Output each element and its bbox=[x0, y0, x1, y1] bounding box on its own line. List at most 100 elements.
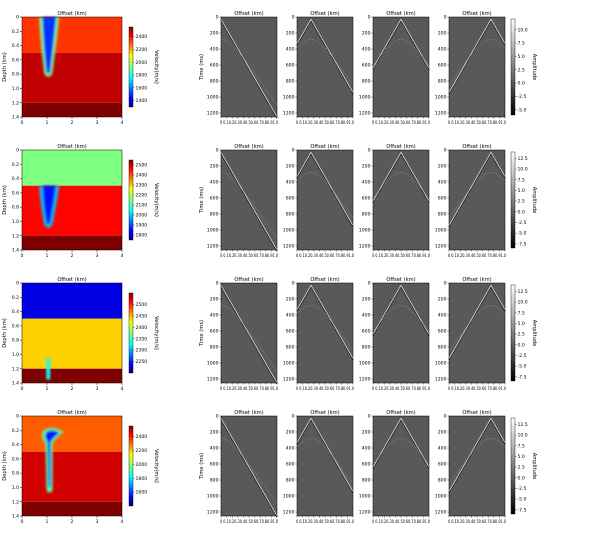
velocity-xtick-label: 4 bbox=[121, 386, 124, 392]
shot-ytick-label: 400 bbox=[438, 313, 447, 319]
shot-ytick-label: 400 bbox=[362, 47, 371, 53]
shot-gather-panel-2: Offset (km) 0 0.10.20.30.40.50.60.70.80.9… bbox=[359, 277, 430, 392]
shot-ytick-label: 800 bbox=[438, 478, 447, 484]
shot-ytick-label: 1000 bbox=[283, 95, 295, 101]
amplitude-colorbar bbox=[510, 417, 516, 515]
shot-ytick-label: 0 bbox=[292, 15, 295, 21]
velocity-colorbar-label: Velocity(m/s) bbox=[153, 449, 159, 483]
shot-panel-background bbox=[297, 416, 353, 516]
shot-ytick-label: 600 bbox=[210, 196, 219, 202]
shot-gather-panel-1: Offset (km) 0 0.10.20.30.40.50.60.70.80.9… bbox=[283, 11, 354, 126]
shot-panel-background bbox=[373, 150, 429, 250]
wavefront-reflection bbox=[220, 172, 278, 239]
shot-ytick-label: 400 bbox=[210, 313, 219, 319]
shot-ytick-label: 0 bbox=[292, 148, 295, 154]
shot-panel-title: Offset (km) bbox=[386, 144, 415, 150]
velocity-anomaly bbox=[46, 358, 51, 380]
shot-ytick-label: 1000 bbox=[283, 494, 295, 500]
amplitude-colorbar-tick-label: -5.0 bbox=[518, 107, 527, 113]
velocity-colorbar-tick-label: 2100 bbox=[136, 203, 148, 209]
shot-gathers-row-2: Offset (km) 0 0.10.20.30.40.50.60.70.80.9… bbox=[199, 277, 537, 392]
velocity-xtick-label: 4 bbox=[121, 120, 124, 126]
velocity-colorbar-tick-label: 2000 bbox=[136, 60, 148, 66]
velocity-ytick-label: 1.2 bbox=[12, 233, 19, 239]
velocity-ytick-label: 0.4 bbox=[12, 176, 19, 182]
shot-ytick-label: 0 bbox=[444, 15, 447, 21]
amplitude-colorbar-tick-label: -2.5 bbox=[518, 486, 527, 492]
shot-panel-title: Offset (km) bbox=[234, 144, 263, 150]
shot-panel-title: Offset (km) bbox=[462, 144, 491, 150]
shot-ytick-label: 0 bbox=[216, 414, 219, 420]
shot-ytick-label: 600 bbox=[438, 196, 447, 202]
amplitude-colorbar-tick-label: 5.0 bbox=[518, 188, 525, 194]
wavefront-direct bbox=[372, 18, 430, 69]
velocity-xtick-label: 3 bbox=[96, 253, 99, 259]
shot-gather-panel-1: Offset (km) 0 0.10.20.30.40.50.60.70.80.9… bbox=[283, 144, 354, 259]
amplitude-colorbar bbox=[510, 18, 516, 116]
velocity-xtick-label: 1 bbox=[46, 253, 49, 259]
shot-ytick-label: 1200 bbox=[207, 244, 219, 250]
shot-ytick-label: 0 bbox=[216, 15, 219, 21]
amplitude-colorbar-label: Amplitude bbox=[531, 320, 537, 347]
velocity-xtick-label: 2 bbox=[71, 386, 74, 392]
amplitude-colorbar-tick-label: 2.5 bbox=[518, 67, 525, 73]
shot-xtick-labels: 0 0.10.20.30.40.50.60.70.80.91.0 bbox=[220, 519, 278, 525]
velocity-ytick-label: 1.2 bbox=[12, 100, 19, 106]
velocity-colorbar bbox=[128, 292, 134, 374]
velocity-ytick-label: 0.6 bbox=[12, 456, 19, 462]
shot-ytick-label: 400 bbox=[286, 313, 295, 319]
shot-ytick-label: 800 bbox=[210, 478, 219, 484]
shot-ytick-label: 800 bbox=[286, 79, 295, 85]
shot-gather-panel-3: Offset (km) 0 0.10.20.30.40.50.60.70.80.9… bbox=[435, 11, 506, 126]
velocity-ytick-label: 1.4 bbox=[12, 514, 19, 520]
shot-ytick-label: 200 bbox=[438, 297, 447, 303]
wavefront-shadow bbox=[220, 419, 278, 518]
amplitude-colorbar-tick-label: 5.0 bbox=[518, 454, 525, 460]
shot-ytick-label: 200 bbox=[210, 297, 219, 303]
shot-xtick-labels: 0 0.10.20.30.40.50.60.70.80.91.0 bbox=[220, 386, 278, 392]
velocity-colorbar-tick-label: 2300 bbox=[136, 183, 148, 189]
shot-xtick-labels: 0 0.10.20.30.40.50.60.70.80.91.0 bbox=[296, 120, 354, 126]
velocity-colorbar-tick-label: 2400 bbox=[136, 434, 148, 440]
shot-ytick-label: 1000 bbox=[359, 361, 371, 367]
velocity-ytick-label: 0.8 bbox=[12, 338, 19, 344]
shot-ytick-label: 200 bbox=[438, 430, 447, 436]
wavefront-direct bbox=[372, 151, 430, 202]
shot-ytick-label: 1200 bbox=[435, 377, 447, 383]
velocity-ytick-label: 0.8 bbox=[12, 72, 19, 78]
amplitude-colorbar-tick-label: -7.5 bbox=[518, 374, 527, 380]
velocity-ytick-label: 0.4 bbox=[12, 442, 19, 448]
wavefront-direct bbox=[220, 285, 278, 384]
velocity-colorbar-tick-label: 1800 bbox=[136, 476, 148, 482]
shot-ytick-label: 400 bbox=[286, 47, 295, 53]
shot-ytick-label: 1000 bbox=[207, 95, 219, 101]
shot-panel-title: Offset (km) bbox=[234, 277, 263, 283]
velocity-xtick-label: 4 bbox=[121, 519, 124, 525]
shot-panel-title: Offset (km) bbox=[386, 277, 415, 283]
shot-ytick-label: 1000 bbox=[435, 95, 447, 101]
shot-ytick-label: 1200 bbox=[359, 111, 371, 117]
velocity-ytick-label: 1.0 bbox=[12, 352, 19, 358]
velocity-layer-2 bbox=[22, 102, 122, 117]
shot-ytick-label: 600 bbox=[286, 462, 295, 468]
shot-panel-title: Offset (km) bbox=[234, 410, 263, 416]
velocity-xtick-label: 0 bbox=[21, 253, 24, 259]
shot-xtick-labels: 0 0.10.20.30.40.50.60.70.80.91.0 bbox=[448, 120, 506, 126]
shot-gather-panel-0: Offset (km) 0 0.10.20.30.40.50.60.70.80.9… bbox=[199, 410, 278, 525]
velocity-ytick-label: 0.2 bbox=[12, 428, 19, 434]
shot-ytick-label: 0 bbox=[368, 148, 371, 154]
wavefront-shadow bbox=[296, 152, 354, 228]
wavefront-direct bbox=[296, 417, 354, 492]
velocity-ytick-label: 0.4 bbox=[12, 43, 19, 49]
shot-panel-background bbox=[449, 150, 505, 250]
shot-ytick-label: 1200 bbox=[207, 510, 219, 516]
shot-ytick-label: 400 bbox=[362, 446, 371, 452]
shot-ytick-label: 800 bbox=[286, 212, 295, 218]
shot-ytick-label: 800 bbox=[362, 345, 371, 351]
amplitude-colorbar bbox=[510, 284, 516, 382]
shot-ytick-label: 1200 bbox=[435, 111, 447, 117]
amplitude-colorbar bbox=[510, 151, 516, 249]
shot-ytick-label: 400 bbox=[438, 47, 447, 53]
velocity-xtick-label: 2 bbox=[71, 120, 74, 126]
